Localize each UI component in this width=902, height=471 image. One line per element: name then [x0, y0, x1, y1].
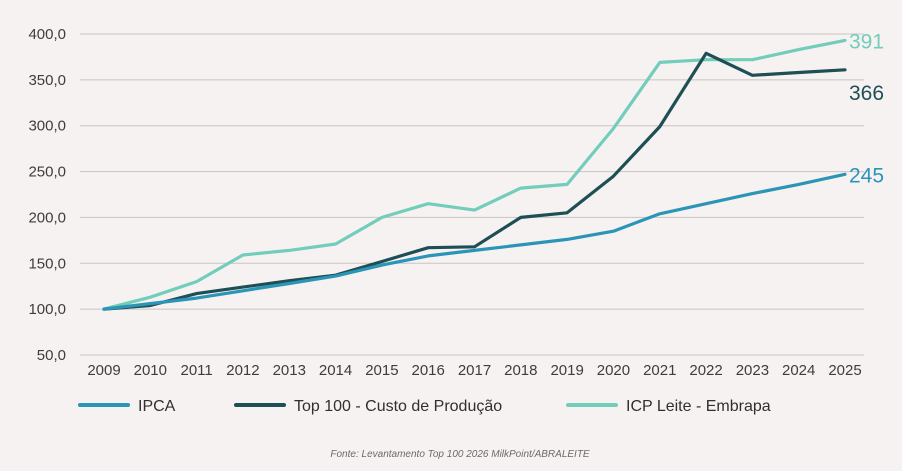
x-tick-label: 2009 [87, 362, 120, 379]
x-tick-label: 2023 [736, 362, 769, 379]
y-tick-label: 350,0 [28, 72, 66, 89]
y-tick-label: 400,0 [28, 26, 66, 43]
x-tick-label: 2025 [828, 362, 861, 379]
legend-label-3: ICP Leite - Embrapa [626, 398, 771, 415]
series-lines [102, 38, 847, 311]
y-tick-label: 50,0 [37, 347, 66, 364]
source-note: Fonte: Levantamento Top 100 2026 MilkPoi… [330, 449, 590, 460]
end-label-1: 245 [849, 164, 884, 187]
y-axis-ticks: 50,0 100,0 150,0 200,0 250,0 300,0 350,0 400,0 [28, 26, 66, 364]
end-label-2: 366 [849, 82, 884, 105]
y-tick-label: 100,0 [28, 301, 66, 318]
x-axis-ticks: 2009 2010 2011 2012 2013 2014 2015 2016 2017 2018… [87, 362, 861, 379]
x-tick-label: 2022 [689, 362, 722, 379]
legend-label-2: Top 100 - Custo de Produção [294, 398, 502, 415]
x-tick-label: 2015 [365, 362, 398, 379]
legend: IPCA Top 100 - Custo de Produção ICP Leite… [78, 398, 771, 415]
x-tick-label: 2011 [180, 362, 212, 379]
legend-label-1: IPCA [138, 398, 176, 415]
x-tick-label: 2017 [458, 362, 491, 379]
x-tick-label: 2024 [782, 362, 815, 379]
x-tick-label: 2021 [643, 362, 676, 379]
y-tick-label: 300,0 [28, 118, 66, 135]
y-tick-label: 150,0 [28, 255, 66, 272]
series-line-3 [102, 38, 847, 311]
x-tick-label: 2020 [597, 362, 630, 379]
series-line-2 [102, 51, 847, 311]
y-tick-label: 200,0 [28, 209, 66, 226]
x-tick-label: 2019 [550, 362, 583, 379]
x-tick-label: 2016 [412, 362, 445, 379]
x-tick-label: 2010 [134, 362, 167, 379]
y-tick-label: 250,0 [28, 164, 66, 181]
end-label-3: 391 [849, 30, 884, 53]
end-labels: 391 366 245 [849, 30, 884, 187]
x-tick-label: 2014 [319, 362, 352, 379]
x-tick-label: 2018 [504, 362, 537, 379]
series-line-1 [102, 172, 847, 311]
x-tick-label: 2013 [273, 362, 306, 379]
x-tick-label: 2012 [226, 362, 259, 379]
grid-lines [80, 33, 864, 356]
